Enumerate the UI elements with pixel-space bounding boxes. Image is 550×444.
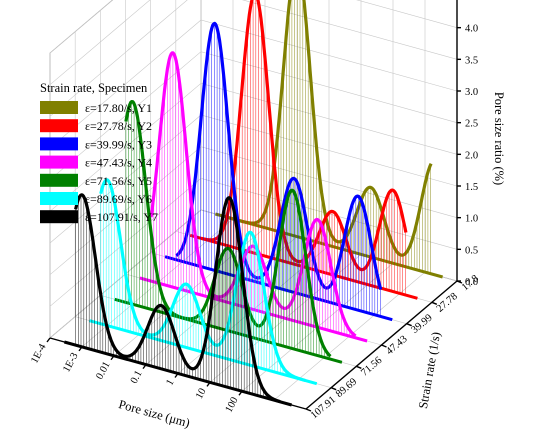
- legend-swatch: [40, 119, 78, 133]
- legend-item[interactable]: ε=17.80/s, Y1: [40, 101, 152, 115]
- legend-item[interactable]: ε=39.99/s, Y3: [40, 137, 152, 151]
- legend-label: ε=17.80/s, Y1: [85, 101, 152, 115]
- series-line: [175, 21, 383, 290]
- x-tick: [46, 337, 51, 343]
- legend-label: ε=39.99/s, Y3: [85, 137, 152, 151]
- series-line: [74, 193, 281, 404]
- x-tick: [174, 373, 179, 378]
- z-tick-label: 1.0: [465, 214, 478, 225]
- x-tick: [142, 364, 147, 370]
- series-line: [99, 178, 306, 382]
- legend-swatch: [40, 101, 78, 114]
- legend-swatch: [40, 155, 78, 169]
- x-tick-label: 0.1: [129, 369, 145, 386]
- y-tick: [381, 344, 387, 348]
- x-tick: [110, 355, 115, 361]
- x-tick: [206, 381, 211, 387]
- z-tick-label: 4.0: [465, 24, 478, 35]
- y-tick: [330, 387, 337, 391]
- z-tick-label: 4.5: [465, 0, 478, 3]
- legend-swatch: [40, 173, 78, 187]
- legend-label: ε=27.78/s, Y2: [85, 119, 152, 133]
- z-tick-label: 2.5: [465, 119, 478, 130]
- legend-swatch: [40, 192, 78, 205]
- x-tick-label: 1: [164, 378, 176, 388]
- legend-label: ε=71.56/s, Y5: [85, 174, 152, 188]
- x-tick: [78, 346, 83, 352]
- z-tick-label: 0.5: [465, 245, 478, 256]
- y-tick: [406, 323, 412, 327]
- legend-item[interactable]: ε=27.78/s, Y2: [40, 119, 152, 133]
- x-tick: [238, 390, 243, 396]
- legend-item[interactable]: ε=89.69/s, Y6: [40, 192, 152, 206]
- x-tick-label: 1E-4: [29, 342, 49, 366]
- z-axis-title: Pore size ratio (%): [492, 92, 506, 185]
- legend-label: ε=47.43/s, Y4: [85, 156, 152, 170]
- series-baseline: [139, 276, 368, 343]
- series-drop-lines: [100, 180, 292, 377]
- y-tick: [431, 301, 438, 305]
- x-axis-title: Pore size (μm): [117, 397, 191, 430]
- legend-item[interactable]: ε=107.91/s, Y7: [40, 210, 158, 224]
- z-tick-label: 0.0: [465, 277, 478, 288]
- z-tick-label: 1.5: [465, 182, 478, 193]
- legend-item[interactable]: ε=47.43/s, Y4: [40, 155, 152, 170]
- legend[interactable]: Strain rate, Specimen ε=17.80/s, Y1 ε=27.7…: [40, 81, 158, 224]
- series-3: [164, 21, 393, 322]
- y-axis-title: Strain rate (1/s): [416, 331, 443, 410]
- x-tick-label: 1E-3: [61, 351, 80, 374]
- y-tick: [356, 365, 362, 369]
- legend-title: Strain rate, Specimen: [40, 81, 148, 95]
- legend-label: ε=107.91/s, Y7: [85, 210, 158, 224]
- legend-label: ε=89.69/s, Y6: [85, 192, 152, 206]
- legend-item[interactable]: ε=71.56/s, Y5: [40, 173, 152, 188]
- x-tick-label: 0.01: [94, 360, 112, 381]
- x-tick-label: 100: [224, 395, 241, 414]
- z-tick-label: 3.0: [465, 87, 478, 98]
- y-tick: [305, 408, 312, 412]
- z-tick-label: 3.5: [465, 55, 478, 66]
- series-baseline: [164, 255, 393, 322]
- series-layer: [63, 0, 444, 407]
- legend-swatch: [40, 137, 78, 151]
- legend-swatch: [40, 210, 78, 224]
- x-tick-label: 10: [194, 387, 209, 401]
- z-tick-label: 2.0: [465, 150, 478, 161]
